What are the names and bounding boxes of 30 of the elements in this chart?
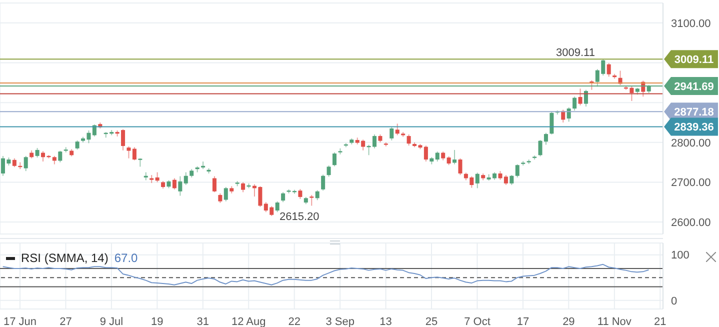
y-tick-label: 100 [671, 250, 690, 262]
y-tick-label: 2700.00 [671, 177, 711, 190]
x-tick-label: 12 Aug [231, 316, 266, 327]
line-series [2, 264, 650, 286]
y-tick-label: 2800.00 [671, 137, 711, 150]
x-tick-label: 29 [562, 316, 575, 327]
x-tick-label: 11 Nov [597, 316, 632, 327]
x-tick-label: 13 [380, 316, 392, 327]
annotation: 2615.20 [279, 211, 320, 223]
x-tick-label: 17 Jun [3, 316, 37, 327]
y-tick-label: 2600.00 [671, 216, 711, 229]
x-tick-label: 25 [425, 316, 438, 327]
text: RSI (SMMA, 14) [21, 251, 108, 265]
ref-line-label: 3009.11 [674, 54, 714, 66]
y-tick-label: 3100.00 [671, 18, 711, 30]
x-tick-label: 19 [151, 316, 164, 327]
x-tick-label: 9 Jul [100, 316, 124, 327]
ref-line-label: 2941.69 [674, 80, 714, 93]
x-tick-label: 22 [288, 316, 300, 327]
annotation: 67.0 [114, 251, 138, 265]
x-tick-label: 31 [196, 316, 210, 327]
x-tick-label: 17 [516, 316, 530, 327]
y-tick-label: 0 [671, 295, 678, 308]
x-tick-label: 3 Sep [326, 316, 354, 327]
ref-line-label: 2877.18 [674, 106, 714, 119]
ref-line-label: 2839.36 [674, 122, 714, 134]
x-tick-label: 27 [60, 316, 72, 327]
annotation: 3009.11 [556, 47, 595, 60]
x-tick-label: 7 Oct [464, 316, 490, 327]
x-tick-label: 21 [654, 316, 666, 327]
